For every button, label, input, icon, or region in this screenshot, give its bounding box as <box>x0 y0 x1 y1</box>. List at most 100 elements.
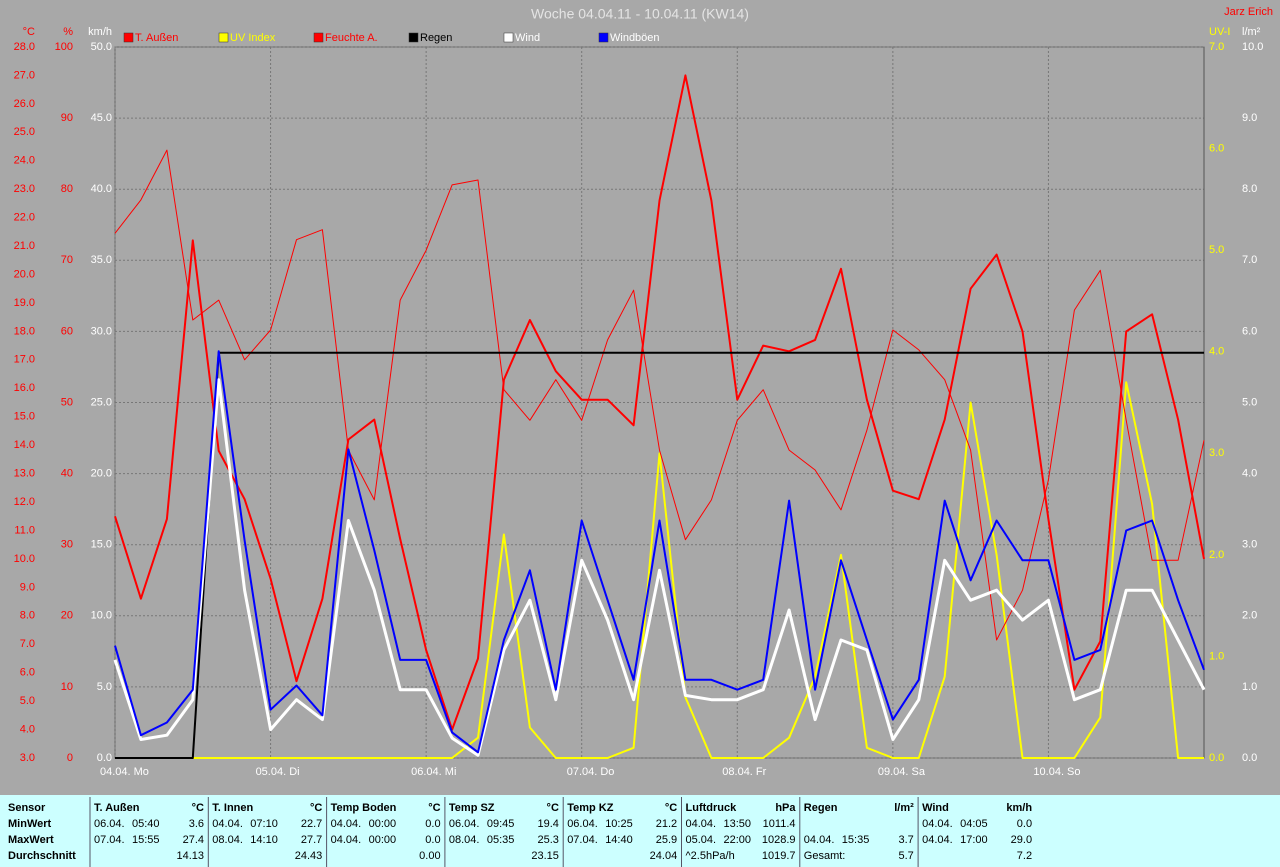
legend-label: Regen <box>420 32 452 44</box>
row-label: Sensor <box>8 802 46 814</box>
y-tick-label: 6.0 <box>1209 142 1224 154</box>
y-tick-label: 8.0 <box>1242 183 1257 195</box>
cell-date: 07.04. <box>94 834 125 846</box>
y-tick-label: 13.0 <box>14 468 35 480</box>
cell-value: 25.9 <box>656 834 677 846</box>
y-tick-label: 8.0 <box>20 610 35 622</box>
y-tick-label: 5.0 <box>1209 244 1224 256</box>
y-tick-label: 19.0 <box>14 297 35 309</box>
cell-value: 0.0 <box>425 834 440 846</box>
y-tick-label: 11.0 <box>14 524 35 536</box>
cell-value: 21.2 <box>656 818 677 830</box>
y-tick-label: 7.0 <box>1242 254 1257 266</box>
x-tick-label: 09.04. Sa <box>878 766 926 778</box>
series-line <box>114 350 1205 754</box>
cell-date: 04.04. <box>331 818 362 830</box>
cell-average: 23.15 <box>531 850 559 862</box>
cell-note: Gesamt: <box>804 850 846 862</box>
cell-note: ^2.5hPa/h <box>686 850 735 862</box>
author: Jarz Erich <box>1224 6 1273 18</box>
cell-time: 13:50 <box>724 818 752 830</box>
series-line <box>114 74 1205 731</box>
cell-time: 07:10 <box>250 818 278 830</box>
group-unit: °C <box>547 802 559 814</box>
y-tick-label: 0 <box>67 752 73 764</box>
row-label: MinWert <box>8 818 52 830</box>
group-name: Temp Boden <box>331 802 397 814</box>
y-tick-label: 70 <box>61 254 73 266</box>
y-tick-label: 18.0 <box>14 325 35 337</box>
cell-time: 00:00 <box>369 834 397 846</box>
cell-value: 3.7 <box>899 834 914 846</box>
group-unit: °C <box>428 802 440 814</box>
cell-time: 22:00 <box>724 834 752 846</box>
cell-average: 7.2 <box>1017 850 1032 862</box>
cell-time: 04:05 <box>960 818 988 830</box>
y-tick-label: 4.0 <box>20 723 35 735</box>
cell-value: 19.4 <box>537 818 558 830</box>
y-tick-label: 9.0 <box>1242 112 1257 124</box>
group-unit: °C <box>192 802 204 814</box>
legend-swatch <box>598 32 609 43</box>
cell-time: 00:00 <box>369 818 397 830</box>
y-tick-label: 0.0 <box>1209 752 1224 764</box>
y-tick-label: 15.0 <box>14 411 35 423</box>
series-line <box>113 378 1206 757</box>
legend-label: Feuchte A. <box>325 32 378 44</box>
series-line <box>115 351 1204 759</box>
cell-value: 3.6 <box>189 818 204 830</box>
y-tick-label: 4.0 <box>1209 346 1224 358</box>
y-tick-label: 0.0 <box>1242 752 1257 764</box>
cell-average: 5.7 <box>899 850 914 862</box>
group-name: Temp KZ <box>567 802 614 814</box>
y-tick-label: 45.0 <box>91 112 112 124</box>
y-tick-label: 17.0 <box>14 354 35 366</box>
cell-average: 14.13 <box>176 850 204 862</box>
cell-date: 04.04. <box>686 818 717 830</box>
group-name: Luftdruck <box>686 802 738 814</box>
cell-value: 27.7 <box>301 834 322 846</box>
y-tick-label: 9.0 <box>20 581 35 593</box>
row-label: Durchschnitt <box>8 850 76 862</box>
cell-date: 08.04. <box>449 834 480 846</box>
axis-unit: km/h <box>88 26 112 38</box>
legend-label: Windböen <box>610 32 660 44</box>
y-tick-label: 24.0 <box>14 155 35 167</box>
cell-average: 24.04 <box>650 850 678 862</box>
y-tick-label: 7.0 <box>1209 41 1224 53</box>
group-unit: l/m² <box>894 802 914 814</box>
cell-value: 22.7 <box>301 818 322 830</box>
cell-value: 25.3 <box>537 834 558 846</box>
y-tick-label: 30 <box>61 539 73 551</box>
y-tick-label: 3.0 <box>1209 447 1224 459</box>
cell-time: 14:40 <box>605 834 633 846</box>
cell-date: 07.04. <box>567 834 598 846</box>
x-tick-label: 08.04. Fr <box>722 766 766 778</box>
cell-value: 0.0 <box>1017 818 1032 830</box>
cell-time: 17:00 <box>960 834 988 846</box>
y-tick-label: 10.0 <box>14 553 35 565</box>
cell-value: 1011.4 <box>763 818 796 830</box>
y-tick-label: 21.0 <box>14 240 35 252</box>
x-tick-label: 05.04. Di <box>256 766 300 778</box>
cell-time: 05:35 <box>487 834 515 846</box>
legend-swatch <box>123 32 134 43</box>
y-tick-label: 27.0 <box>14 69 35 81</box>
cell-time: 15:55 <box>132 834 160 846</box>
legend-label: Wind <box>515 32 540 44</box>
y-tick-label: 15.0 <box>91 539 112 551</box>
y-tick-label: 25.0 <box>14 126 35 138</box>
cell-date: 04.04. <box>804 834 835 846</box>
y-tick-label: 25.0 <box>91 396 112 408</box>
cell-value: 1028.9 <box>762 834 796 846</box>
y-tick-label: 26.0 <box>14 98 35 110</box>
cell-time: 14:10 <box>250 834 278 846</box>
cell-average: 0.00 <box>419 850 440 862</box>
y-tick-label: 40.0 <box>91 183 112 195</box>
cell-time: 05:40 <box>132 818 160 830</box>
y-tick-label: 80 <box>61 183 73 195</box>
group-name: T. Außen <box>94 802 140 814</box>
y-tick-label: 7.0 <box>20 638 35 650</box>
